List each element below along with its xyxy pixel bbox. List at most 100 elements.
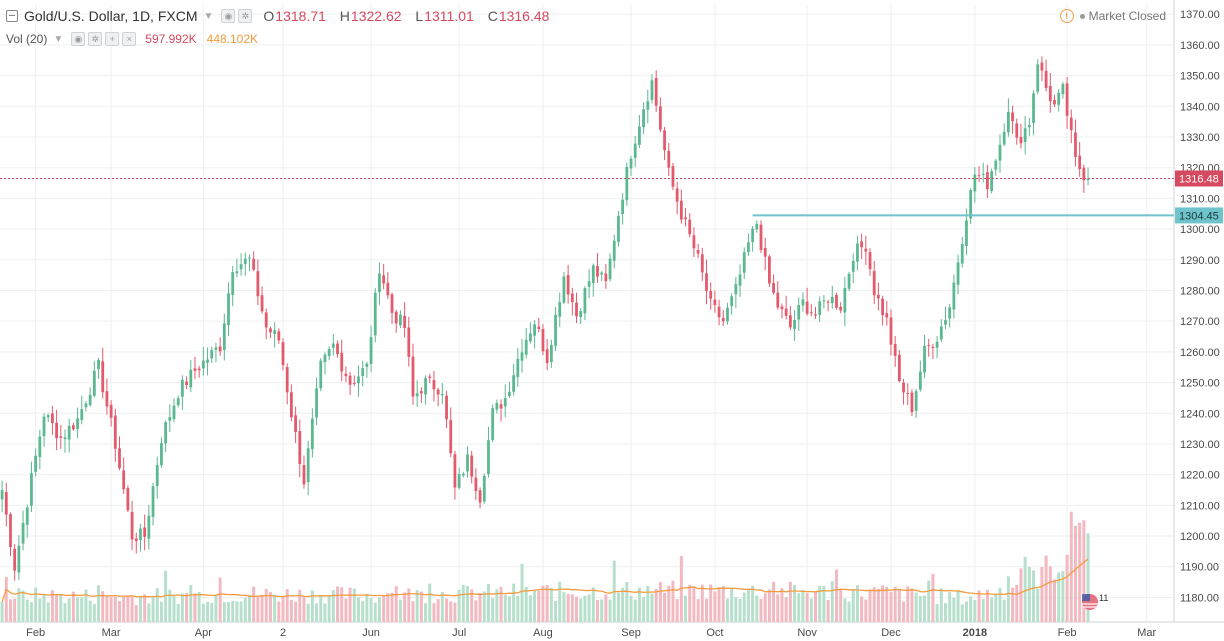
alert-icon[interactable]: ! <box>1059 9 1074 23</box>
candle <box>877 282 880 311</box>
candle <box>512 363 516 396</box>
volume-bar <box>67 598 71 622</box>
candle <box>1069 109 1073 144</box>
candle <box>1036 59 1040 95</box>
candle-body <box>520 352 524 361</box>
candle-body <box>378 273 381 293</box>
candle <box>399 310 402 329</box>
candle <box>751 226 755 252</box>
volume-bar <box>893 586 897 622</box>
candle-body <box>336 343 339 355</box>
candle-body <box>788 315 792 328</box>
gear-icon[interactable]: ✲ <box>238 9 253 23</box>
symbol-title[interactable]: Gold/U.S. Dollar, 1D, FXCM <box>24 8 198 24</box>
volume-bar <box>575 596 579 622</box>
volume-bar <box>537 590 541 622</box>
volume-chevron-down-icon[interactable]: ▼ <box>53 33 64 45</box>
candle <box>344 366 348 383</box>
ohlc-close-key: C <box>487 8 498 24</box>
chevron-down-icon[interactable]: ▼ <box>203 10 214 22</box>
candle-body <box>306 448 310 483</box>
volume-bar <box>684 595 688 622</box>
volume-bar <box>302 596 306 622</box>
candle-body <box>583 288 587 314</box>
volume-bar <box>168 589 172 622</box>
candle <box>67 418 71 453</box>
y-tick-label: 1350.00 <box>1180 71 1220 83</box>
candle <box>508 381 511 398</box>
volume-bar <box>373 602 377 622</box>
candle-body <box>923 345 926 373</box>
candle-body <box>881 298 884 316</box>
candle-body <box>206 359 209 363</box>
volume-bar <box>570 594 574 622</box>
candle-body <box>600 272 604 275</box>
candle <box>55 409 58 451</box>
candle <box>851 253 855 284</box>
candle-body <box>214 347 218 350</box>
candle <box>579 308 583 325</box>
volume-bar <box>310 590 314 622</box>
volume-bar <box>38 598 42 622</box>
candle <box>608 253 612 282</box>
candle <box>1032 90 1035 136</box>
candle <box>386 272 390 299</box>
volume-bar <box>8 599 12 622</box>
candle <box>734 277 738 308</box>
candle <box>256 259 260 306</box>
candle <box>92 360 96 398</box>
candle <box>1011 105 1014 134</box>
candle <box>214 342 218 363</box>
candle <box>935 335 939 359</box>
candle <box>818 296 822 322</box>
candle <box>663 126 666 160</box>
volume-bar <box>759 599 763 622</box>
candle-body <box>180 379 184 397</box>
candle-body <box>403 315 407 328</box>
volume-bar <box>172 594 176 622</box>
candle <box>675 181 679 215</box>
candle-body <box>826 301 830 303</box>
candle-body <box>675 188 679 202</box>
volume-bar <box>1057 572 1061 622</box>
candle <box>206 347 209 376</box>
candle <box>658 97 662 133</box>
candle-body <box>973 174 977 192</box>
volume-bar <box>21 590 25 622</box>
candle-body <box>612 240 616 261</box>
volume-eye-icon[interactable]: ◉ <box>71 32 86 46</box>
candle <box>269 326 272 339</box>
candle-body <box>738 274 742 286</box>
candle <box>315 377 318 425</box>
volume-bar <box>1044 555 1048 622</box>
volume-bar <box>1032 570 1036 622</box>
candle <box>986 164 989 198</box>
candle-body <box>76 418 79 429</box>
volume-plus-icon[interactable]: + <box>105 32 120 46</box>
candle-body <box>814 314 817 316</box>
volume-bar <box>4 576 8 622</box>
candle <box>914 388 918 418</box>
volume-value: 597.992K <box>145 32 197 46</box>
candle <box>621 193 625 225</box>
collapse-legend-icon[interactable] <box>6 10 18 22</box>
volume-title[interactable]: Vol (20) <box>6 32 48 46</box>
volume-bar <box>46 602 50 622</box>
candle-body <box>566 275 570 295</box>
eye-icon[interactable]: ◉ <box>221 9 236 23</box>
x-tick-label: 2 <box>280 627 286 639</box>
volume-close-icon[interactable]: × <box>122 32 137 46</box>
volume-bar <box>642 596 646 622</box>
candle-body <box>63 437 67 440</box>
volume-bar <box>637 587 641 622</box>
volume-bar <box>461 584 465 622</box>
volume-bar <box>860 596 864 622</box>
candle-body <box>273 330 277 334</box>
candle <box>113 408 117 462</box>
candle-body <box>42 416 46 437</box>
volume-bar <box>268 591 272 622</box>
volume-gear-icon[interactable]: ✲ <box>88 32 103 46</box>
volume-bar <box>419 591 423 622</box>
candle-body <box>608 258 612 280</box>
